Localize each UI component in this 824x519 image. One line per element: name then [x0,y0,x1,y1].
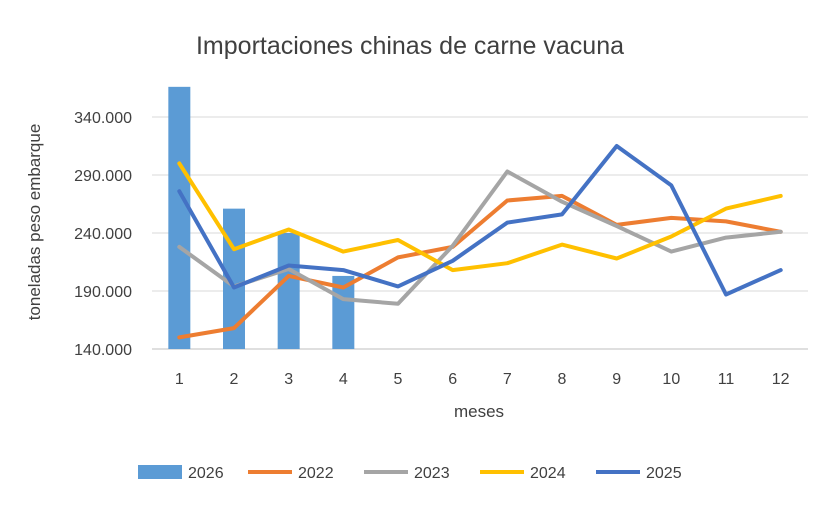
x-tick-label: 2 [230,371,239,388]
series-lines [177,144,783,340]
x-tick-label: 5 [394,371,403,388]
y-tick-label: 190.000 [74,284,132,301]
y-tick-labels: 140.000 190.000 240.000 290.000 340.000 [74,110,132,359]
line-2023 [177,169,783,306]
x-tick-label: 7 [503,371,512,388]
line-2022 [177,193,783,340]
x-tick-label: 4 [339,371,348,388]
x-tick-label: 9 [612,371,621,388]
x-tick-label: 1 [175,371,184,388]
y-tick-label: 140.000 [74,342,132,359]
x-tick-label: 3 [284,371,293,388]
line-2024 [177,161,783,273]
chart-title: Importaciones chinas de carne vacuna [196,32,624,60]
bars [168,86,355,349]
bar-2026 [168,86,191,349]
x-tick-label: 6 [448,371,457,388]
x-tick-label: 8 [558,371,567,388]
x-tick-label: 12 [772,371,790,388]
y-axis-label: toneladas peso embarque [25,124,44,321]
y-tick-label: 340.000 [74,110,132,127]
legend-label-2023: 2023 [414,465,450,482]
legend-label-2024: 2024 [530,465,566,482]
bar-2026 [277,233,300,349]
y-tick-label: 240.000 [74,226,132,243]
y-tick-label: 290.000 [74,168,132,185]
legend-swatch-2026 [138,465,182,479]
x-tick-label: 10 [662,371,680,388]
gridlines [152,116,808,350]
legend: 2026 2022 2023 2024 2025 [138,465,682,482]
x-axis-label: meses [454,402,504,421]
x-tick-label: 11 [718,371,735,388]
legend-label-2022: 2022 [298,465,334,482]
line-2025 [177,144,783,297]
legend-label-2026: 2026 [188,465,224,482]
legend-label-2025: 2025 [646,465,682,482]
x-tick-labels: 1 2 3 4 5 6 7 8 9 10 11 12 [175,371,790,388]
